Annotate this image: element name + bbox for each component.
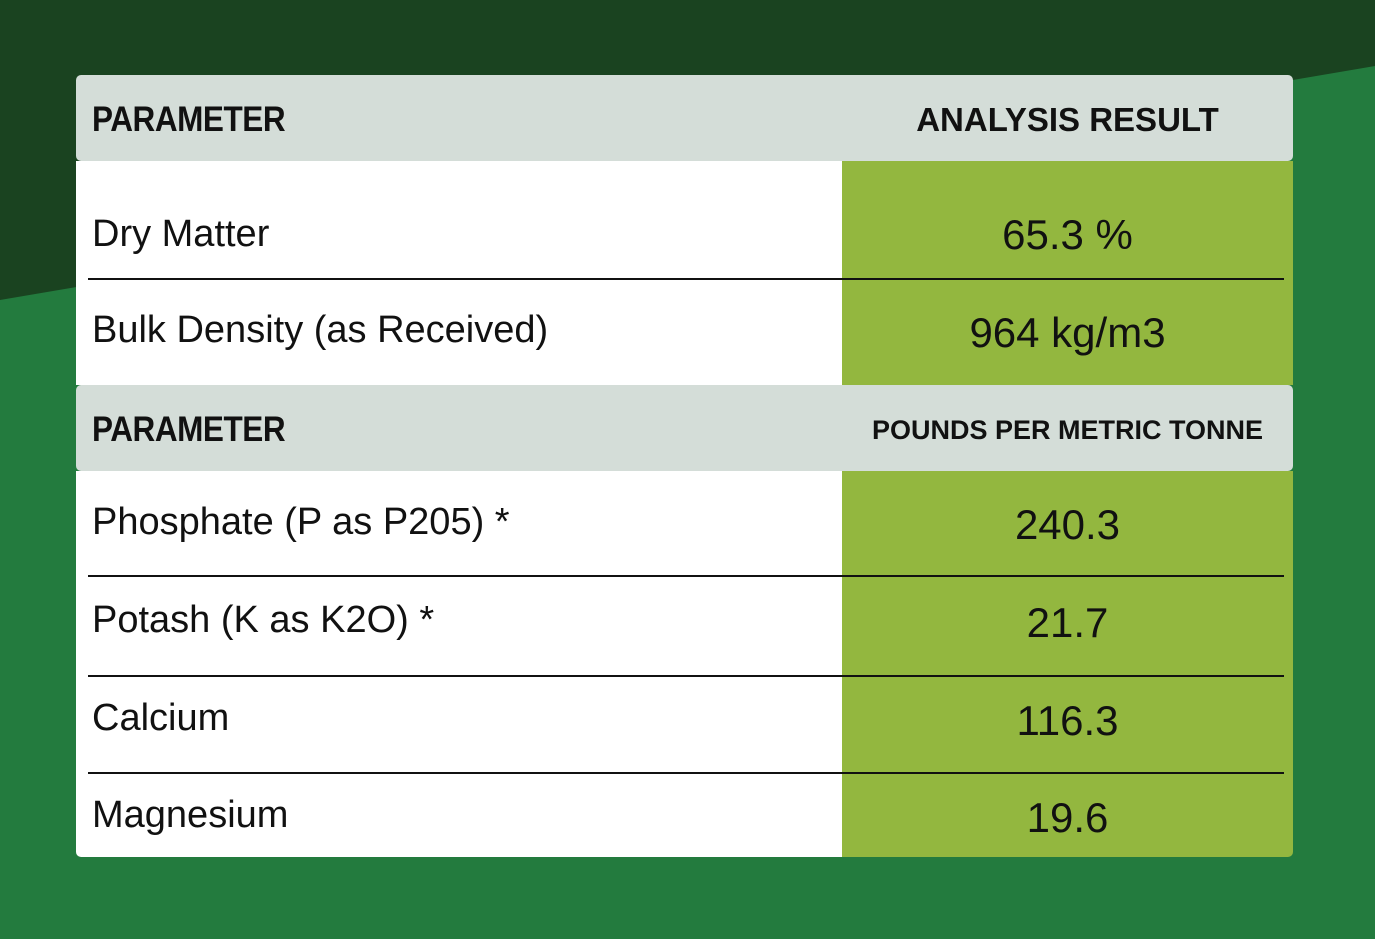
row-divider [88, 575, 1284, 577]
table-header-1: PARAMETER ANALYSIS RESULT [76, 75, 1293, 161]
table-header-2: PARAMETER POUNDS PER METRIC TONNE [76, 385, 1293, 471]
analysis-table: PARAMETER ANALYSIS RESULT Dry Matter 65.… [76, 75, 1293, 857]
row-divider [88, 675, 1284, 677]
table-row-magnesium: Magnesium 19.6 [76, 790, 1293, 850]
result-value: 65.3 % [1002, 211, 1133, 258]
result-value: 240.3 [1014, 501, 1121, 548]
parameter-label: Calcium [92, 697, 230, 739]
result-value: 21.7 [1026, 599, 1109, 646]
table-row-potash: Potash (K as K2O) * 21.7 [76, 595, 1293, 655]
parameter-label: Dry Matter [92, 213, 270, 255]
table-row-bulk-density: Bulk Density (as Received) 964 kg/m3 [76, 303, 1293, 363]
value-column-bg-2 [842, 471, 1293, 857]
table-row-dry-matter: Dry Matter 65.3 % [76, 205, 1293, 265]
value-column-bg-1 [842, 161, 1293, 385]
result-value: 964 kg/m3 [969, 309, 1166, 356]
row-divider [88, 772, 1284, 774]
header-pounds-per-metric-tonne: POUNDS PER METRIC TONNE [871, 415, 1264, 445]
table-row-phosphate: Phosphate (P as P205) * 240.3 [76, 497, 1293, 557]
parameter-label: Magnesium [92, 794, 289, 836]
header-parameter: PARAMETER [92, 100, 286, 139]
result-value: 19.6 [1026, 794, 1109, 841]
parameter-label: Phosphate (P as P205) * [92, 501, 510, 543]
parameter-column-bg-1 [76, 161, 842, 385]
table-row-calcium: Calcium 116.3 [76, 693, 1293, 753]
parameter-label: Potash (K as K2O) * [92, 599, 435, 641]
parameter-label: Bulk Density (as Received) [92, 309, 549, 351]
result-value: 116.3 [1016, 697, 1119, 744]
row-divider [88, 278, 1284, 280]
header-parameter: PARAMETER [92, 410, 286, 449]
parameter-column-bg-2 [76, 471, 842, 857]
header-analysis-result: ANALYSIS RESULT [916, 101, 1219, 138]
